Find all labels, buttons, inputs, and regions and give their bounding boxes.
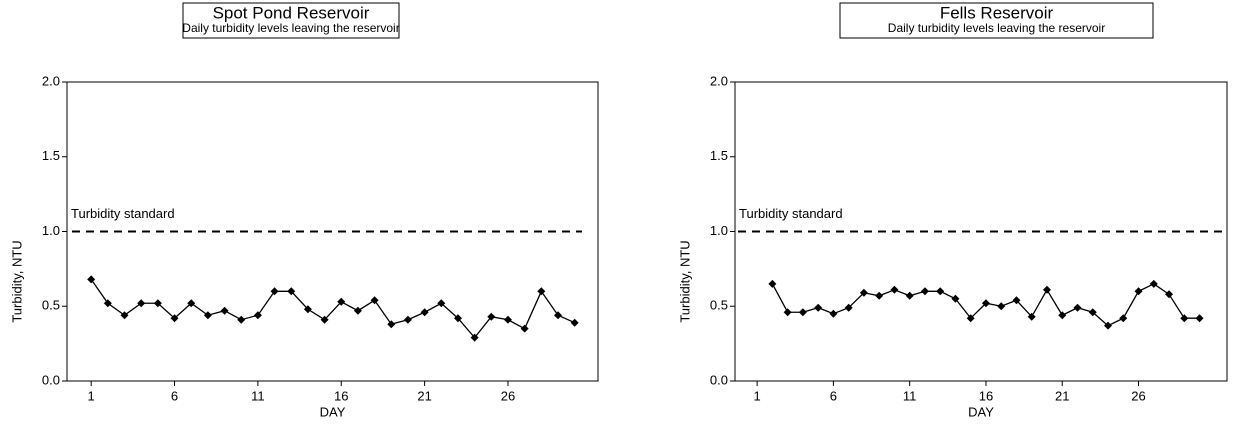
data-point xyxy=(920,287,929,296)
data-point xyxy=(859,288,868,297)
data-point xyxy=(203,311,212,320)
x-axis-label: DAY xyxy=(968,404,994,419)
data-point xyxy=(120,311,129,320)
data-point xyxy=(1119,314,1128,323)
data-point xyxy=(153,299,162,308)
x-axis-label: DAY xyxy=(320,404,346,419)
y-tick-label: 0.0 xyxy=(710,372,728,387)
data-point xyxy=(1165,290,1174,299)
chart-title: Fells Reservoir xyxy=(940,3,1054,22)
data-point xyxy=(387,320,396,329)
data-point xyxy=(303,305,312,314)
data-point xyxy=(966,314,975,323)
title-box xyxy=(182,2,400,39)
data-point xyxy=(783,308,792,317)
data-point xyxy=(1088,308,1097,317)
data-point xyxy=(951,294,960,303)
data-point xyxy=(553,311,562,320)
x-tick-label: 11 xyxy=(251,388,265,403)
y-tick-label: 1.5 xyxy=(42,148,60,163)
data-point xyxy=(537,287,546,296)
x-tick-label: 11 xyxy=(903,388,917,403)
y-axis-label: Turbidity, NTU xyxy=(9,240,24,322)
data-point xyxy=(170,314,179,323)
data-point xyxy=(1042,285,1051,294)
chart-subtitle: Daily turbidity levels leaving the reser… xyxy=(888,21,1105,35)
data-point xyxy=(570,318,579,327)
data-point xyxy=(890,285,899,294)
x-tick-label: 16 xyxy=(979,388,993,403)
data-point xyxy=(1027,312,1036,321)
data-point xyxy=(87,275,96,284)
data-point xyxy=(844,303,853,312)
x-tick-label: 21 xyxy=(417,388,431,403)
title-box xyxy=(839,2,1154,39)
data-point xyxy=(403,315,412,324)
y-tick-label: 1.0 xyxy=(42,223,60,238)
data-point xyxy=(437,299,446,308)
data-point xyxy=(370,296,379,305)
x-tick-label: 26 xyxy=(1131,388,1145,403)
data-point xyxy=(1149,279,1158,288)
data-point xyxy=(220,306,229,315)
data-point xyxy=(936,287,945,296)
data-point xyxy=(353,306,362,315)
data-point xyxy=(287,287,296,296)
data-point xyxy=(905,291,914,300)
data-point xyxy=(981,299,990,308)
data-point xyxy=(1195,314,1204,323)
data-point xyxy=(768,279,777,288)
data-point xyxy=(487,312,496,321)
data-point xyxy=(137,299,146,308)
data-point xyxy=(1058,311,1067,320)
y-tick-label: 0.5 xyxy=(42,298,60,313)
data-point xyxy=(1073,303,1082,312)
x-tick-label: 21 xyxy=(1055,388,1069,403)
data-point xyxy=(829,309,838,318)
y-tick-label: 2.0 xyxy=(42,73,60,88)
y-tick-label: 0.0 xyxy=(42,372,60,387)
x-tick-label: 16 xyxy=(334,388,348,403)
standard-label: Turbidity standard xyxy=(71,206,175,221)
y-tick-label: 0.5 xyxy=(710,298,728,313)
data-point xyxy=(1104,321,1113,330)
y-axis-label: Turbidity, NTU xyxy=(677,240,692,322)
data-point xyxy=(503,315,512,324)
data-point xyxy=(1134,287,1143,296)
chart-subtitle: Daily turbidity levels leaving the reser… xyxy=(182,21,399,35)
y-tick-label: 1.0 xyxy=(710,223,728,238)
x-tick-label: 1 xyxy=(88,388,95,403)
data-point xyxy=(875,291,884,300)
chart-title: Spot Pond Reservoir xyxy=(213,3,370,22)
data-point xyxy=(1012,296,1021,305)
data-point xyxy=(103,299,112,308)
data-point xyxy=(798,308,807,317)
y-tick-label: 1.5 xyxy=(710,148,728,163)
standard-label: Turbidity standard xyxy=(739,206,843,221)
data-point xyxy=(520,324,529,333)
data-point xyxy=(997,302,1006,311)
series-line xyxy=(90,278,575,339)
x-tick-label: 1 xyxy=(754,388,761,403)
data-point xyxy=(320,315,329,324)
data-point xyxy=(420,308,429,317)
x-tick-label: 6 xyxy=(830,388,837,403)
x-tick-label: 6 xyxy=(171,388,178,403)
data-point xyxy=(453,314,462,323)
data-point xyxy=(337,297,346,306)
x-tick-label: 26 xyxy=(501,388,515,403)
data-point xyxy=(1180,314,1189,323)
data-point xyxy=(270,287,279,296)
data-point xyxy=(237,315,246,324)
y-tick-label: 2.0 xyxy=(710,73,728,88)
data-point xyxy=(253,311,262,320)
data-point xyxy=(470,333,479,342)
data-point xyxy=(814,303,823,312)
data-point xyxy=(187,299,196,308)
